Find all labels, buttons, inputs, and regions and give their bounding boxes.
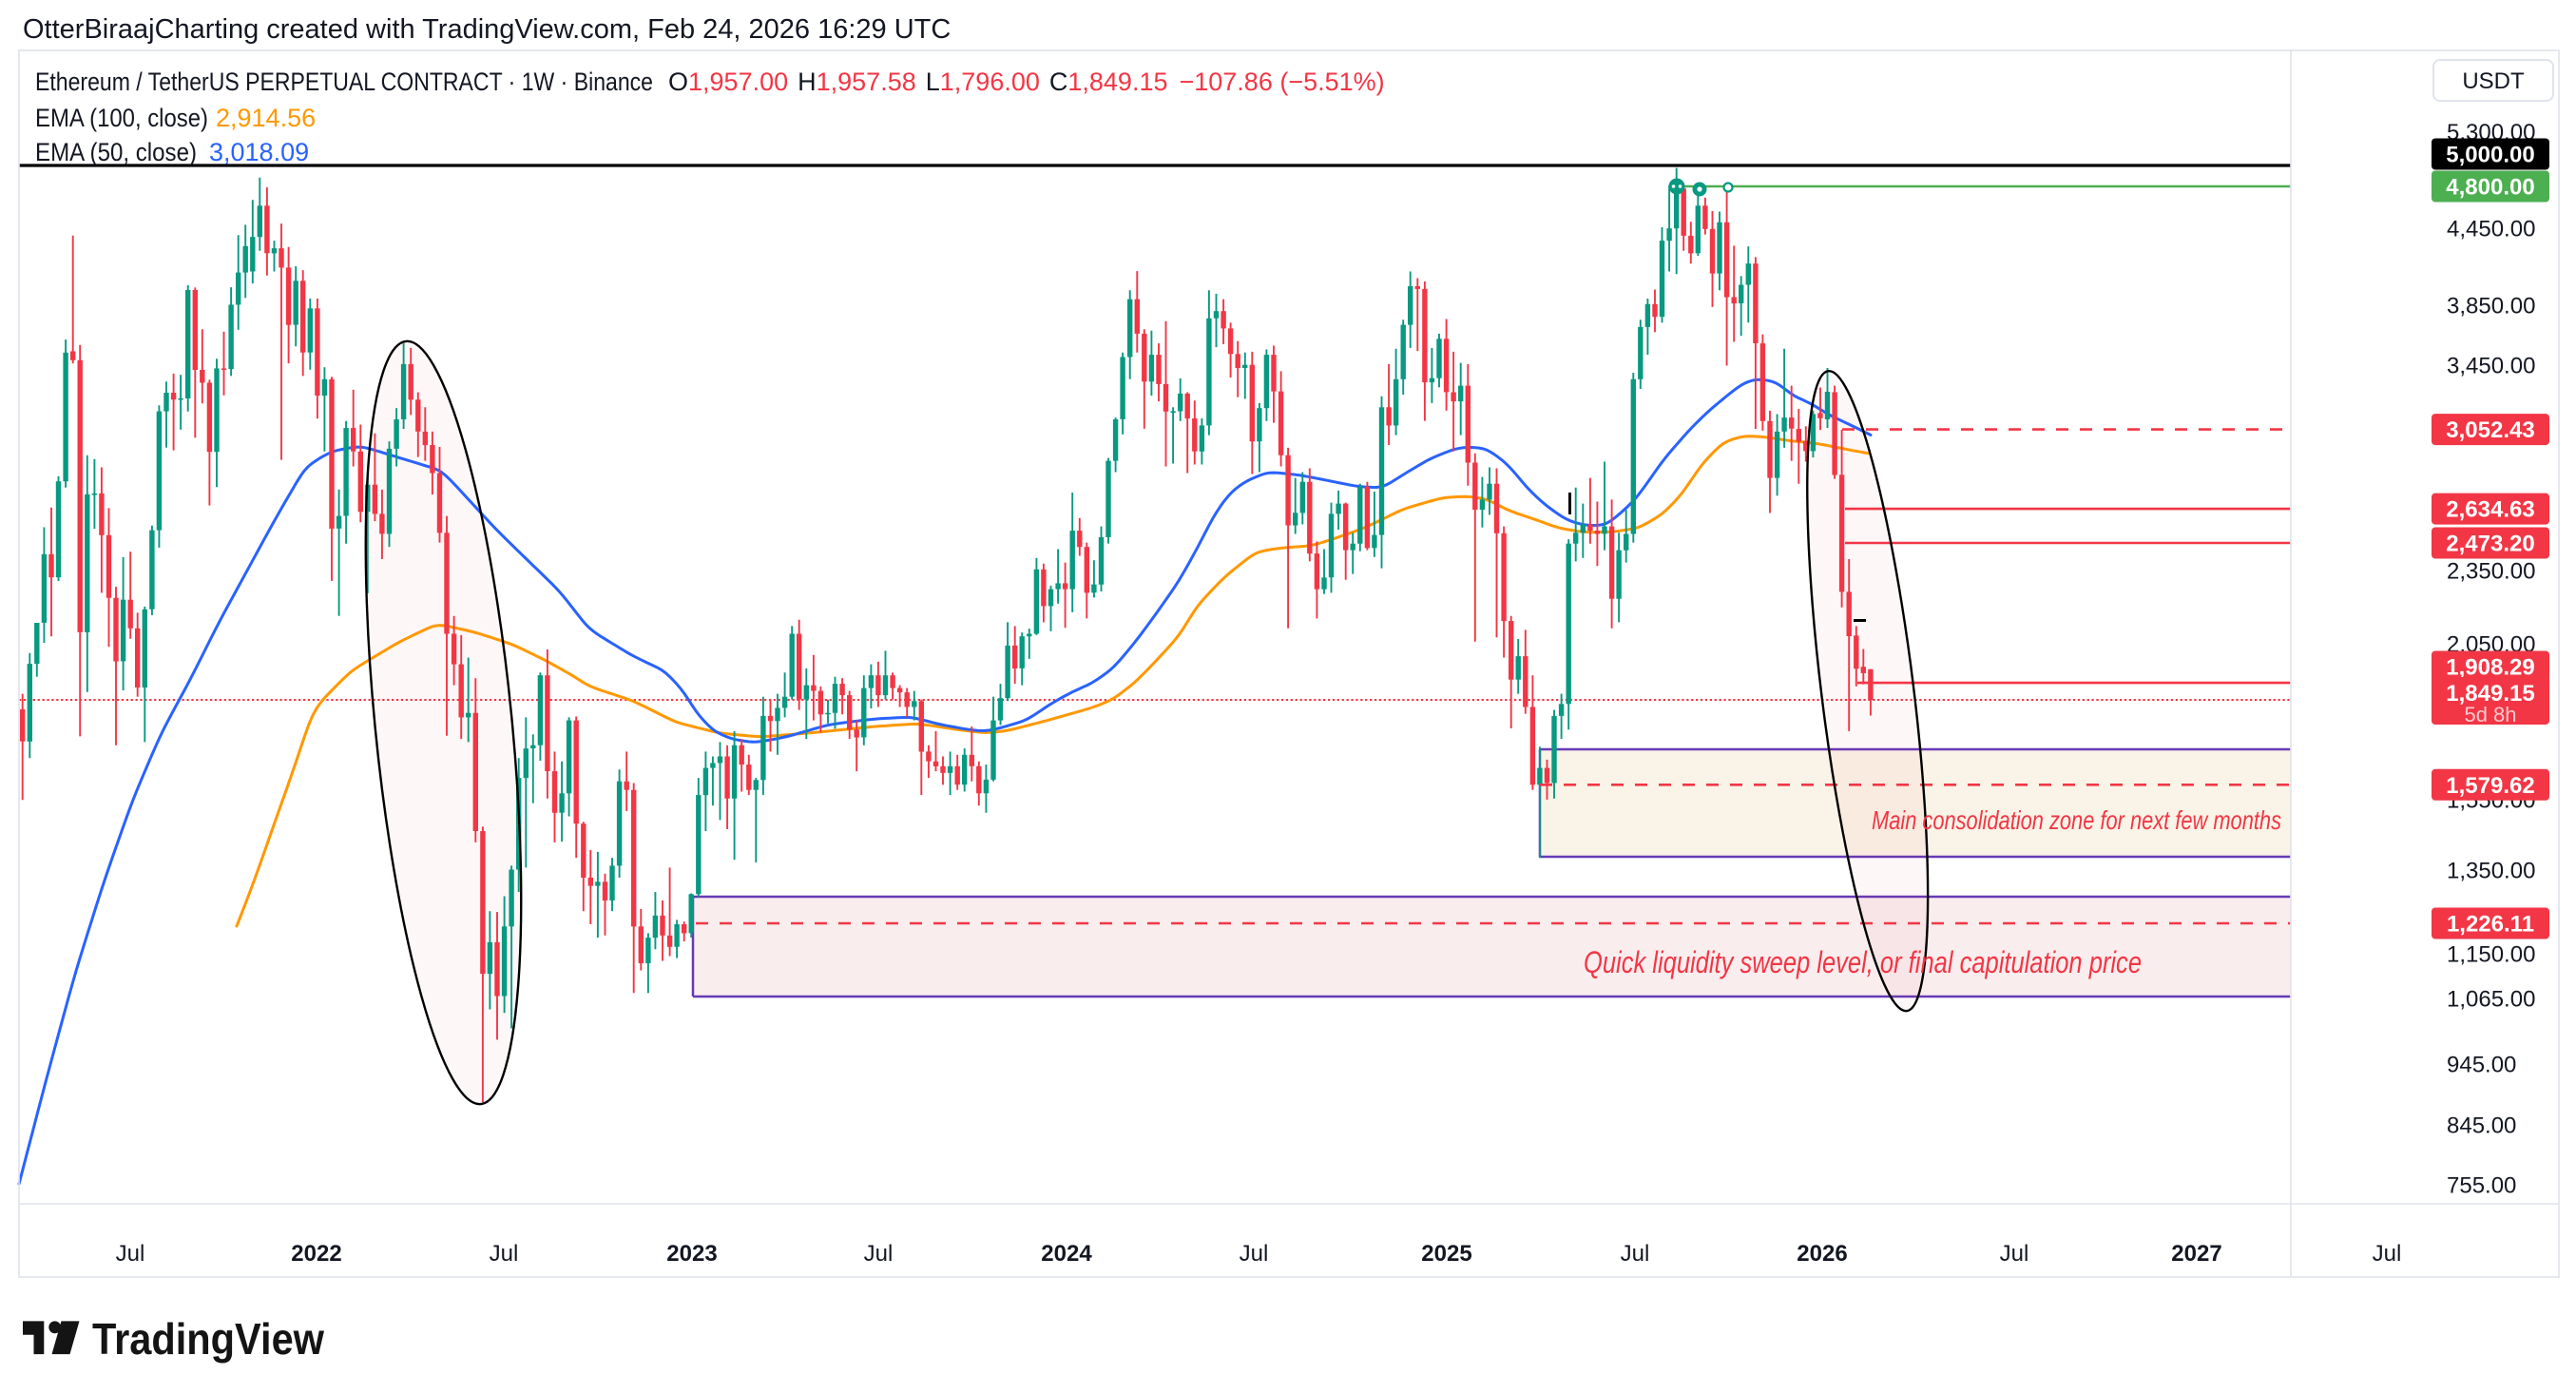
svg-text:Jul: Jul [1240, 1241, 1269, 1267]
svg-text:2,350.00: 2,350.00 [2447, 559, 2535, 585]
svg-text:945.00: 945.00 [2447, 1053, 2516, 1078]
svg-text:3,850.00: 3,850.00 [2447, 294, 2535, 319]
svg-text:EMA (50, close)3,018.09: EMA (50, close) 3,018.09 [35, 138, 309, 166]
svg-text:1,908.29: 1,908.29 [2446, 655, 2534, 681]
svg-text:845.00: 845.00 [2447, 1113, 2516, 1139]
svg-text:4,800.00: 4,800.00 [2446, 175, 2534, 201]
svg-text:OtterBiraajCharting created wi: OtterBiraajCharting created with Trading… [23, 14, 951, 45]
svg-text:Jul: Jul [2000, 1241, 2029, 1267]
svg-text:Jul: Jul [1621, 1241, 1650, 1267]
svg-text:1,226.11: 1,226.11 [2447, 912, 2534, 938]
svg-text:2024: 2024 [1041, 1241, 1092, 1267]
svg-text:Main consolidation zone for ne: Main consolidation zone for next few mon… [1872, 805, 2281, 835]
svg-text:TradingView: TradingView [92, 1314, 324, 1364]
svg-text:3,450.00: 3,450.00 [2447, 354, 2535, 379]
svg-text:2025: 2025 [1421, 1241, 1471, 1267]
svg-text:2026: 2026 [1797, 1241, 1847, 1267]
svg-text:Jul: Jul [2373, 1241, 2402, 1267]
svg-text:3,052.43: 3,052.43 [2446, 417, 2534, 443]
svg-text:Ethereum / TetherUS PERPETUAL: Ethereum / TetherUS PERPETUAL CONTRACT ·… [35, 68, 1385, 96]
svg-text:Quick liquidity sweep level, o: Quick liquidity sweep level, or final ca… [1584, 945, 2142, 979]
svg-text:755.00: 755.00 [2447, 1173, 2516, 1199]
svg-text:Jul: Jul [116, 1241, 145, 1267]
svg-text:2022: 2022 [291, 1241, 341, 1267]
svg-text:EMA (100, close)2,914.56: EMA (100, close) 2,914.56 [35, 104, 316, 132]
svg-text:1,350.00: 1,350.00 [2447, 859, 2535, 884]
svg-text:USDT: USDT [2462, 68, 2525, 94]
svg-text:2,473.20: 2,473.20 [2446, 532, 2534, 557]
svg-text:Jul: Jul [490, 1241, 519, 1267]
svg-text:1,065.00: 1,065.00 [2447, 987, 2535, 1013]
svg-text:4,450.00: 4,450.00 [2447, 217, 2535, 242]
svg-text:2023: 2023 [666, 1241, 717, 1267]
svg-text:5,000.00: 5,000.00 [2446, 143, 2534, 168]
svg-text:5d 8h: 5d 8h [2464, 703, 2516, 726]
svg-text:Jul: Jul [864, 1241, 894, 1267]
svg-text:2,634.63: 2,634.63 [2446, 497, 2534, 523]
svg-text:2027: 2027 [2171, 1241, 2221, 1267]
svg-text:1,849.15: 1,849.15 [2446, 681, 2534, 707]
svg-text:1,579.62: 1,579.62 [2446, 773, 2534, 799]
svg-text:1,150.00: 1,150.00 [2447, 942, 2535, 968]
